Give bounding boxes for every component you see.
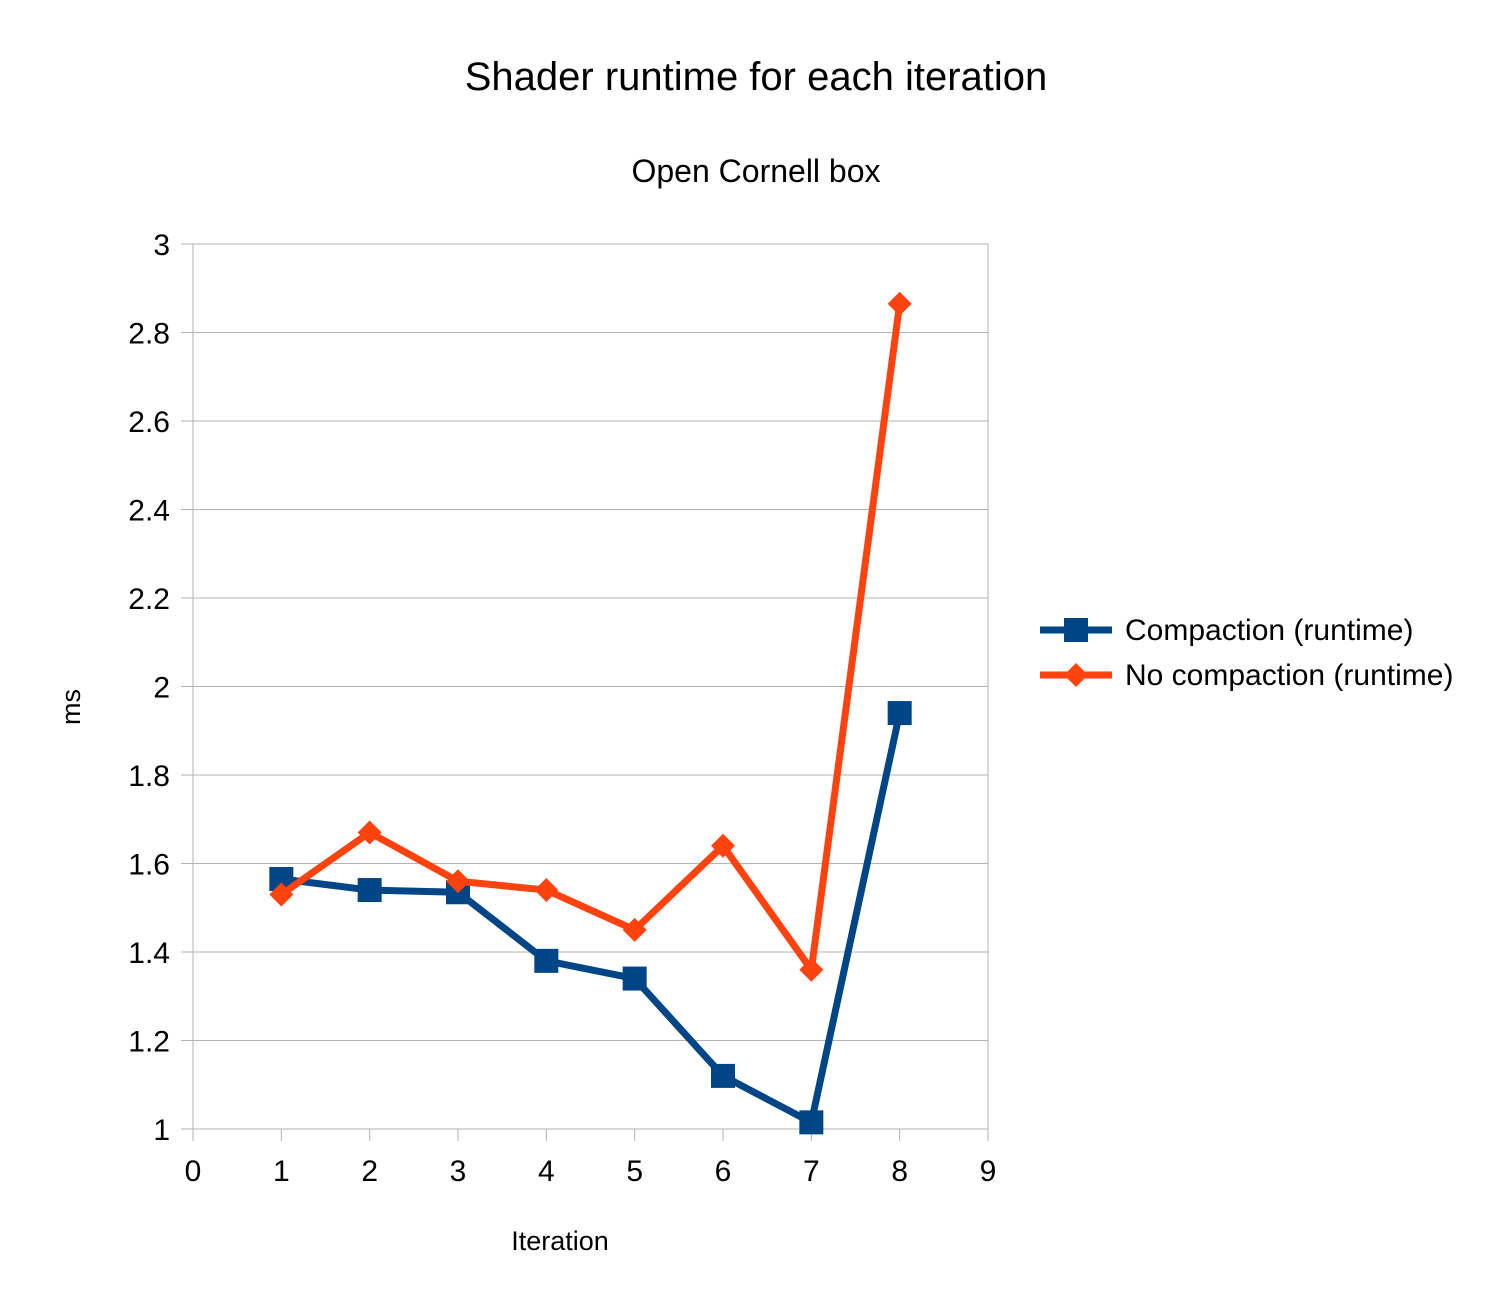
data-point <box>357 820 382 845</box>
x-tick-label: 4 <box>538 1155 555 1188</box>
data-point <box>269 882 294 907</box>
y-tick-label: 1.4 <box>128 937 170 970</box>
data-point <box>887 291 912 316</box>
y-tick-label: 2.4 <box>128 495 170 528</box>
x-tick-label: 6 <box>715 1155 732 1188</box>
y-tick-label: 2.2 <box>128 583 170 616</box>
data-point <box>622 966 647 991</box>
data-point <box>534 948 559 973</box>
legend-label: No compaction (runtime) <box>1125 659 1453 692</box>
x-tick-label: 3 <box>450 1155 467 1188</box>
data-point <box>799 957 824 982</box>
x-tick-label: 5 <box>626 1155 643 1188</box>
y-axis-ticks: 1 1.2 1.4 1.6 1.8 2 2.2 2.4 2.6 2.8 3 <box>128 229 193 1147</box>
x-tick-label: 0 <box>185 1155 202 1188</box>
y-tick-label: 1.6 <box>128 849 170 882</box>
x-tick-label: 8 <box>891 1155 908 1188</box>
y-tick-label: 1.8 <box>128 760 170 793</box>
x-tick-label: 9 <box>980 1155 997 1188</box>
y-tick-label: 2.6 <box>128 406 170 439</box>
legend-swatch-marker <box>1064 618 1088 642</box>
y-tick-label: 2 <box>153 672 170 705</box>
x-tick-label: 1 <box>273 1155 290 1188</box>
y-tick-label: 1 <box>153 1114 170 1147</box>
y-tick-label: 1.2 <box>128 1026 170 1059</box>
x-tick-label: 2 <box>361 1155 378 1188</box>
series-layer <box>269 291 912 1135</box>
series-no-compaction <box>269 291 912 982</box>
x-tick-label: 7 <box>803 1155 820 1188</box>
chart-subtitle: Open Cornell box <box>631 153 880 189</box>
y-axis-label: ms <box>56 689 86 725</box>
data-point <box>534 878 559 903</box>
legend-item: Compaction (runtime) <box>1040 614 1413 647</box>
x-axis-label: Iteration <box>511 1226 609 1256</box>
series-line <box>280 712 904 1126</box>
legend-swatch-marker <box>1064 663 1088 687</box>
legend-item: No compaction (runtime) <box>1040 659 1453 692</box>
x-axis-ticks: 0 1 2 3 4 5 6 7 8 9 <box>185 1129 997 1188</box>
legend-label: Compaction (runtime) <box>1125 614 1413 647</box>
y-tick-label: 3 <box>153 229 170 262</box>
y-tick-label: 2.8 <box>128 318 170 351</box>
data-point <box>799 1110 824 1135</box>
legend: Compaction (runtime) No compaction (runti… <box>1040 614 1453 692</box>
data-point <box>711 833 735 858</box>
data-point <box>446 869 470 894</box>
data-point <box>357 878 382 903</box>
chart-title: Shader runtime for each iteration <box>465 55 1048 99</box>
data-point <box>887 701 912 726</box>
series-line <box>279 303 904 974</box>
data-point <box>622 917 647 942</box>
data-point <box>711 1063 735 1088</box>
